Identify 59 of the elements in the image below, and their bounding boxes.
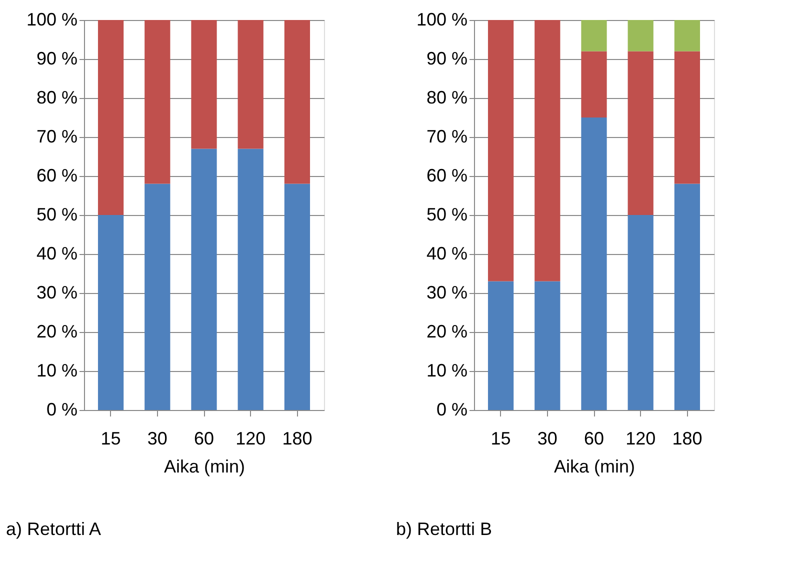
x-axis-title: Aika (min) — [164, 456, 246, 476]
x-tick-label: 180 — [672, 428, 702, 448]
bar — [144, 20, 170, 184]
y-tick-label: 100 % — [26, 10, 78, 30]
bar — [534, 20, 560, 282]
bar — [191, 20, 217, 149]
y-tick-label: 0 % — [46, 400, 78, 420]
x-tick-label: 30 — [147, 428, 168, 448]
y-tick-label: 40 % — [426, 244, 468, 264]
bar — [488, 281, 514, 410]
y-tick-label: 50 % — [426, 204, 468, 224]
y-tick-label: 10 % — [36, 360, 78, 380]
y-tick-label: 30 % — [426, 282, 468, 302]
bar — [628, 20, 654, 52]
x-tick-label: 15 — [100, 428, 121, 448]
bar — [488, 20, 514, 282]
y-tick-label: 90 % — [426, 48, 468, 68]
bar — [191, 148, 217, 410]
bar — [284, 184, 310, 410]
bar — [284, 20, 310, 184]
bar — [628, 51, 654, 215]
y-tick-label: 0 % — [436, 400, 468, 420]
x-tick-label: 30 — [537, 428, 558, 448]
bar — [628, 215, 654, 410]
y-tick-label: 60 % — [426, 166, 468, 186]
text: a) Retortti A — [6, 519, 102, 539]
text: b) Retortti B — [396, 519, 492, 539]
bar — [581, 51, 607, 118]
y-tick-label: 80 % — [426, 88, 468, 108]
y-tick-label: 30 % — [36, 282, 78, 302]
x-tick-label: 120 — [626, 428, 656, 448]
y-tick-label: 90 % — [36, 48, 78, 68]
y-tick-label: 80 % — [36, 88, 78, 108]
y-tick-label: 40 % — [36, 244, 78, 264]
bar — [674, 20, 700, 52]
y-tick-label: 100 % — [416, 10, 468, 30]
bar — [238, 148, 264, 410]
bar — [581, 118, 607, 410]
x-tick-label: 15 — [490, 428, 511, 448]
y-tick-label: 60 % — [36, 166, 78, 186]
bar — [674, 184, 700, 410]
bar — [98, 215, 124, 410]
y-tick-label: 70 % — [426, 126, 468, 146]
x-tick-label: 120 — [236, 428, 266, 448]
x-axis-title: Aika (min) — [554, 456, 636, 476]
bar — [238, 20, 264, 149]
bar — [144, 184, 170, 410]
y-tick-label: 20 % — [426, 322, 468, 342]
y-tick-label: 70 % — [36, 126, 78, 146]
x-tick-label: 60 — [194, 428, 214, 448]
bar — [98, 20, 124, 215]
y-tick-label: 50 % — [36, 204, 78, 224]
bar — [534, 281, 560, 410]
x-tick-label: 60 — [584, 428, 604, 448]
bar — [674, 51, 700, 184]
y-tick-label: 10 % — [426, 360, 468, 380]
bar — [581, 20, 607, 52]
y-tick-label: 20 % — [36, 322, 78, 342]
x-tick-label: 180 — [282, 428, 312, 448]
